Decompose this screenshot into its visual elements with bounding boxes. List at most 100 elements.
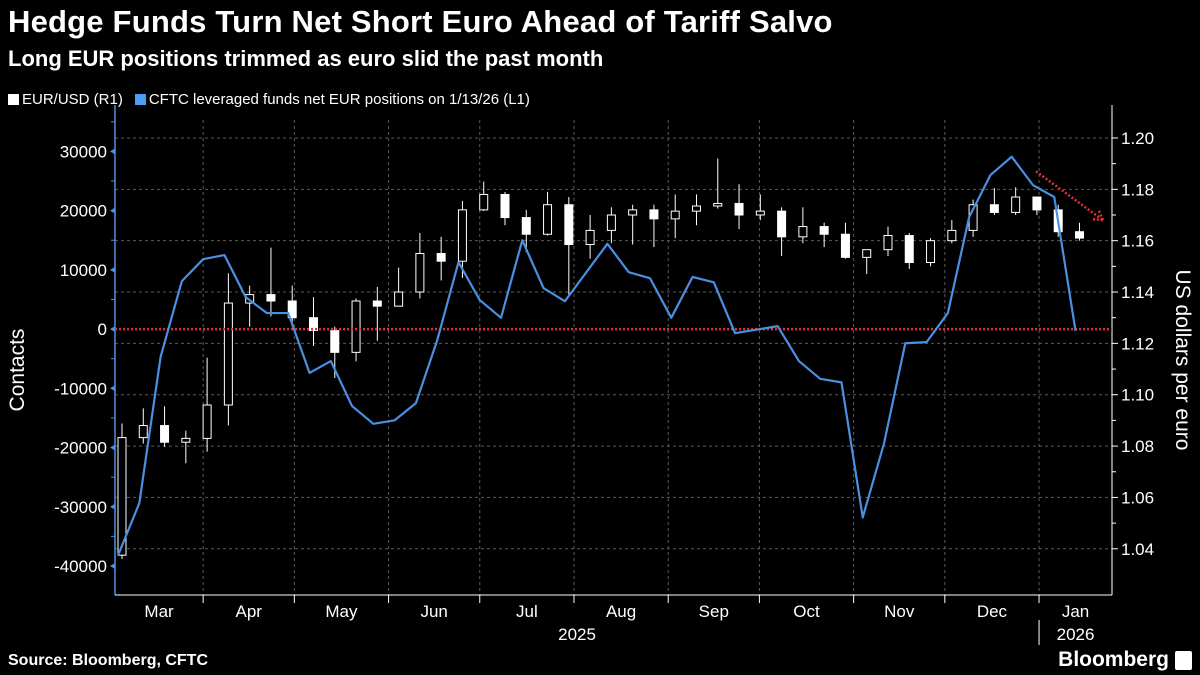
eurusd-candle	[415, 232, 425, 299]
candle-body	[181, 437, 191, 443]
eurusd-candle	[585, 215, 595, 259]
cftc-series	[117, 155, 1077, 556]
arrow-head	[1091, 217, 1103, 222]
candle-body	[862, 249, 872, 258]
eurusd-candle	[202, 357, 212, 452]
x-tick-label: Apr	[236, 602, 263, 621]
bloomberg-logo: Bloomberg	[1058, 648, 1192, 672]
candle-body	[351, 300, 361, 353]
bloomberg-logo-icon	[1175, 650, 1192, 670]
x-tick-label: Mar	[144, 602, 174, 621]
candle-body	[734, 202, 744, 216]
cftc-line	[117, 155, 1077, 556]
eurusd-candle	[1074, 222, 1084, 241]
arrow-head	[1097, 209, 1105, 221]
candle-body	[436, 253, 446, 262]
eurusd-candle	[904, 232, 914, 269]
left-tick-label: 10000	[60, 261, 107, 280]
candle-body	[585, 229, 595, 246]
legend-label-eurusd: EUR/USD (R1)	[22, 91, 123, 108]
x-tick-label: Sep	[699, 602, 729, 621]
x-year-label: 2025	[558, 625, 596, 644]
candle-body	[500, 193, 510, 219]
left-tick-label: 20000	[60, 202, 107, 221]
candle-body	[989, 204, 999, 213]
candle-body	[904, 235, 914, 264]
candle-body	[287, 300, 297, 319]
x-tick-label: Oct	[793, 602, 820, 621]
candle-body	[713, 202, 723, 207]
chart-title: Hedge Funds Turn Net Short Euro Ahead of…	[8, 4, 833, 39]
left-tick-label: 30000	[60, 142, 107, 161]
eurusd-candle	[713, 158, 723, 209]
candle-body	[926, 240, 936, 263]
candle-body	[670, 210, 680, 220]
eurusd-candle	[117, 423, 127, 560]
source-note: Source: Bloomberg, CFTC	[8, 652, 209, 669]
x-tick-label: Jun	[420, 602, 447, 621]
candle-body	[1032, 196, 1042, 211]
candle-body	[1011, 196, 1021, 213]
left-tick-label: -30000	[54, 498, 107, 517]
right-axis-label: US dollars per euro	[1171, 270, 1194, 451]
eurusd-candle	[457, 200, 467, 278]
eurusd-candle	[670, 194, 680, 239]
eurusd-candle	[479, 181, 489, 212]
chart-subtitle: Long EUR positions trimmed as euro slid …	[8, 46, 604, 71]
left-tick-label: -10000	[54, 379, 107, 398]
right-tick-label: 1.06	[1121, 488, 1154, 507]
candle-body	[330, 330, 340, 353]
eurusd-candle	[543, 191, 553, 236]
candle-body	[372, 300, 382, 307]
candle-body	[947, 229, 957, 242]
right-tick-label: 1.14	[1121, 283, 1154, 302]
eurusd-candle	[883, 226, 893, 257]
eurusd-candle	[628, 204, 638, 245]
left-axis-tick	[110, 326, 115, 333]
legend-item-cftc: CFTC leveraged funds net EUR positions o…	[134, 91, 530, 108]
right-tick-label: 1.12	[1121, 334, 1154, 353]
gridlines	[115, 120, 1112, 595]
candle-body	[1074, 231, 1084, 239]
legend: EUR/USD (R1) CFTC leveraged funds net EU…	[8, 91, 530, 108]
left-axis-tick	[110, 207, 115, 214]
eurusd-candle	[777, 207, 787, 257]
candle-body	[266, 294, 276, 302]
candle-body	[755, 210, 765, 216]
candle-body	[649, 209, 659, 220]
candle-body	[479, 193, 489, 211]
x-tick-label: Dec	[977, 602, 1008, 621]
eurusd-candle	[649, 204, 659, 248]
eurusd-candle	[308, 297, 318, 346]
eurusd-candle	[500, 191, 510, 226]
right-tick-label: 1.16	[1121, 232, 1154, 251]
eurusd-candle	[734, 184, 744, 230]
right-tick-label: 1.18	[1121, 180, 1154, 199]
eurusd-candle	[926, 238, 936, 267]
eurusd-candle	[819, 222, 829, 248]
eurusd-candle	[181, 430, 191, 464]
left-axis-tick	[110, 266, 115, 273]
left-tick-label: -20000	[54, 439, 107, 458]
candle-body	[394, 291, 404, 307]
axes: 1.20 1.18 1.16 1.14 1.12 1.10 1.08 1.06 1.04 3000…	[54, 105, 1154, 645]
candle-body	[202, 404, 212, 439]
eurusd-candle	[564, 197, 574, 295]
candle-body	[840, 233, 850, 258]
legend-item-eurusd: EUR/USD (R1)	[8, 91, 123, 108]
candle-body	[223, 302, 233, 406]
right-tick-label: 1.20	[1121, 129, 1154, 148]
left-axis-tick	[110, 503, 115, 510]
x-tick-label: Jul	[516, 602, 538, 621]
candle-body	[138, 425, 148, 439]
candle-body	[777, 210, 787, 238]
candle-body	[308, 317, 318, 332]
x-tick-label: Aug	[606, 602, 636, 621]
eurusd-candle	[755, 194, 765, 221]
eurusd-candle	[138, 408, 148, 444]
eurusd-candle	[160, 406, 170, 447]
eurusd-candle	[521, 209, 531, 253]
candle-body	[521, 217, 531, 235]
eurusd-candle	[287, 285, 297, 327]
